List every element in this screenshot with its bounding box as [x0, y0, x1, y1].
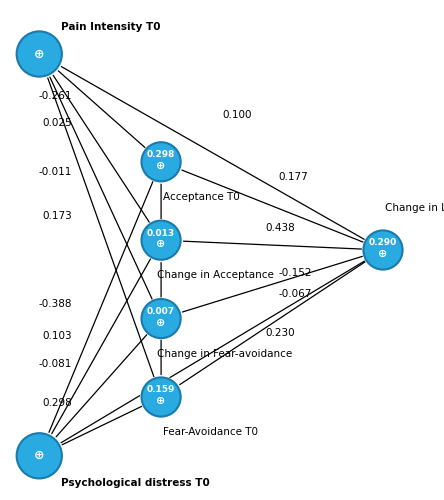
Text: -0.388: -0.388 [38, 299, 72, 309]
Text: -0.067: -0.067 [278, 289, 312, 299]
Ellipse shape [142, 378, 181, 416]
Text: -0.261: -0.261 [38, 90, 72, 101]
Text: -0.081: -0.081 [39, 358, 72, 368]
Ellipse shape [142, 220, 181, 260]
Text: ⊕: ⊕ [156, 160, 166, 170]
Ellipse shape [142, 299, 181, 338]
Ellipse shape [16, 433, 62, 478]
Text: -0.152: -0.152 [278, 268, 312, 278]
Text: ⊕: ⊕ [156, 239, 166, 249]
Text: ⊕: ⊕ [378, 249, 388, 259]
Ellipse shape [16, 32, 62, 76]
Text: 0.007: 0.007 [147, 307, 175, 316]
Text: 0.025: 0.025 [42, 118, 72, 128]
Text: 0.298: 0.298 [147, 150, 175, 160]
Text: Change in Acceptance: Change in Acceptance [157, 270, 274, 280]
Text: 0.100: 0.100 [222, 110, 251, 120]
Text: Psychological distress T0: Psychological distress T0 [61, 478, 210, 488]
Text: 0.173: 0.173 [42, 210, 72, 220]
Text: 0.159: 0.159 [147, 386, 175, 394]
Text: 0.438: 0.438 [266, 223, 295, 233]
Text: Change in Life Control: Change in Life Control [385, 204, 444, 214]
Text: 0.013: 0.013 [147, 228, 175, 237]
Text: ⊕: ⊕ [156, 396, 166, 406]
Text: ⊕: ⊕ [34, 450, 44, 462]
Text: Acceptance T0: Acceptance T0 [163, 192, 240, 202]
Text: 0.103: 0.103 [42, 331, 72, 341]
Text: 0.290: 0.290 [369, 238, 397, 248]
Text: 0.177: 0.177 [278, 172, 308, 181]
Text: -0.011: -0.011 [39, 166, 72, 176]
Text: 0.230: 0.230 [266, 328, 295, 338]
Ellipse shape [142, 142, 181, 182]
Text: 0.298: 0.298 [42, 398, 72, 408]
Text: Pain Intensity T0: Pain Intensity T0 [61, 22, 160, 32]
Ellipse shape [363, 230, 403, 270]
Text: ⊕: ⊕ [34, 48, 44, 60]
Text: ⊕: ⊕ [156, 318, 166, 328]
Text: Fear-Avoidance T0: Fear-Avoidance T0 [163, 428, 258, 438]
Text: Change in Fear-avoidance: Change in Fear-avoidance [157, 349, 292, 359]
